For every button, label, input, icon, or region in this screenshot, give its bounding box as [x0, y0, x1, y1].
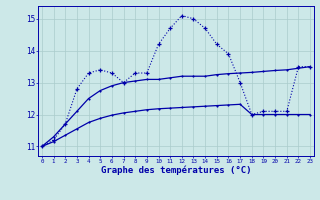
X-axis label: Graphe des températures (°C): Graphe des températures (°C) — [101, 166, 251, 175]
